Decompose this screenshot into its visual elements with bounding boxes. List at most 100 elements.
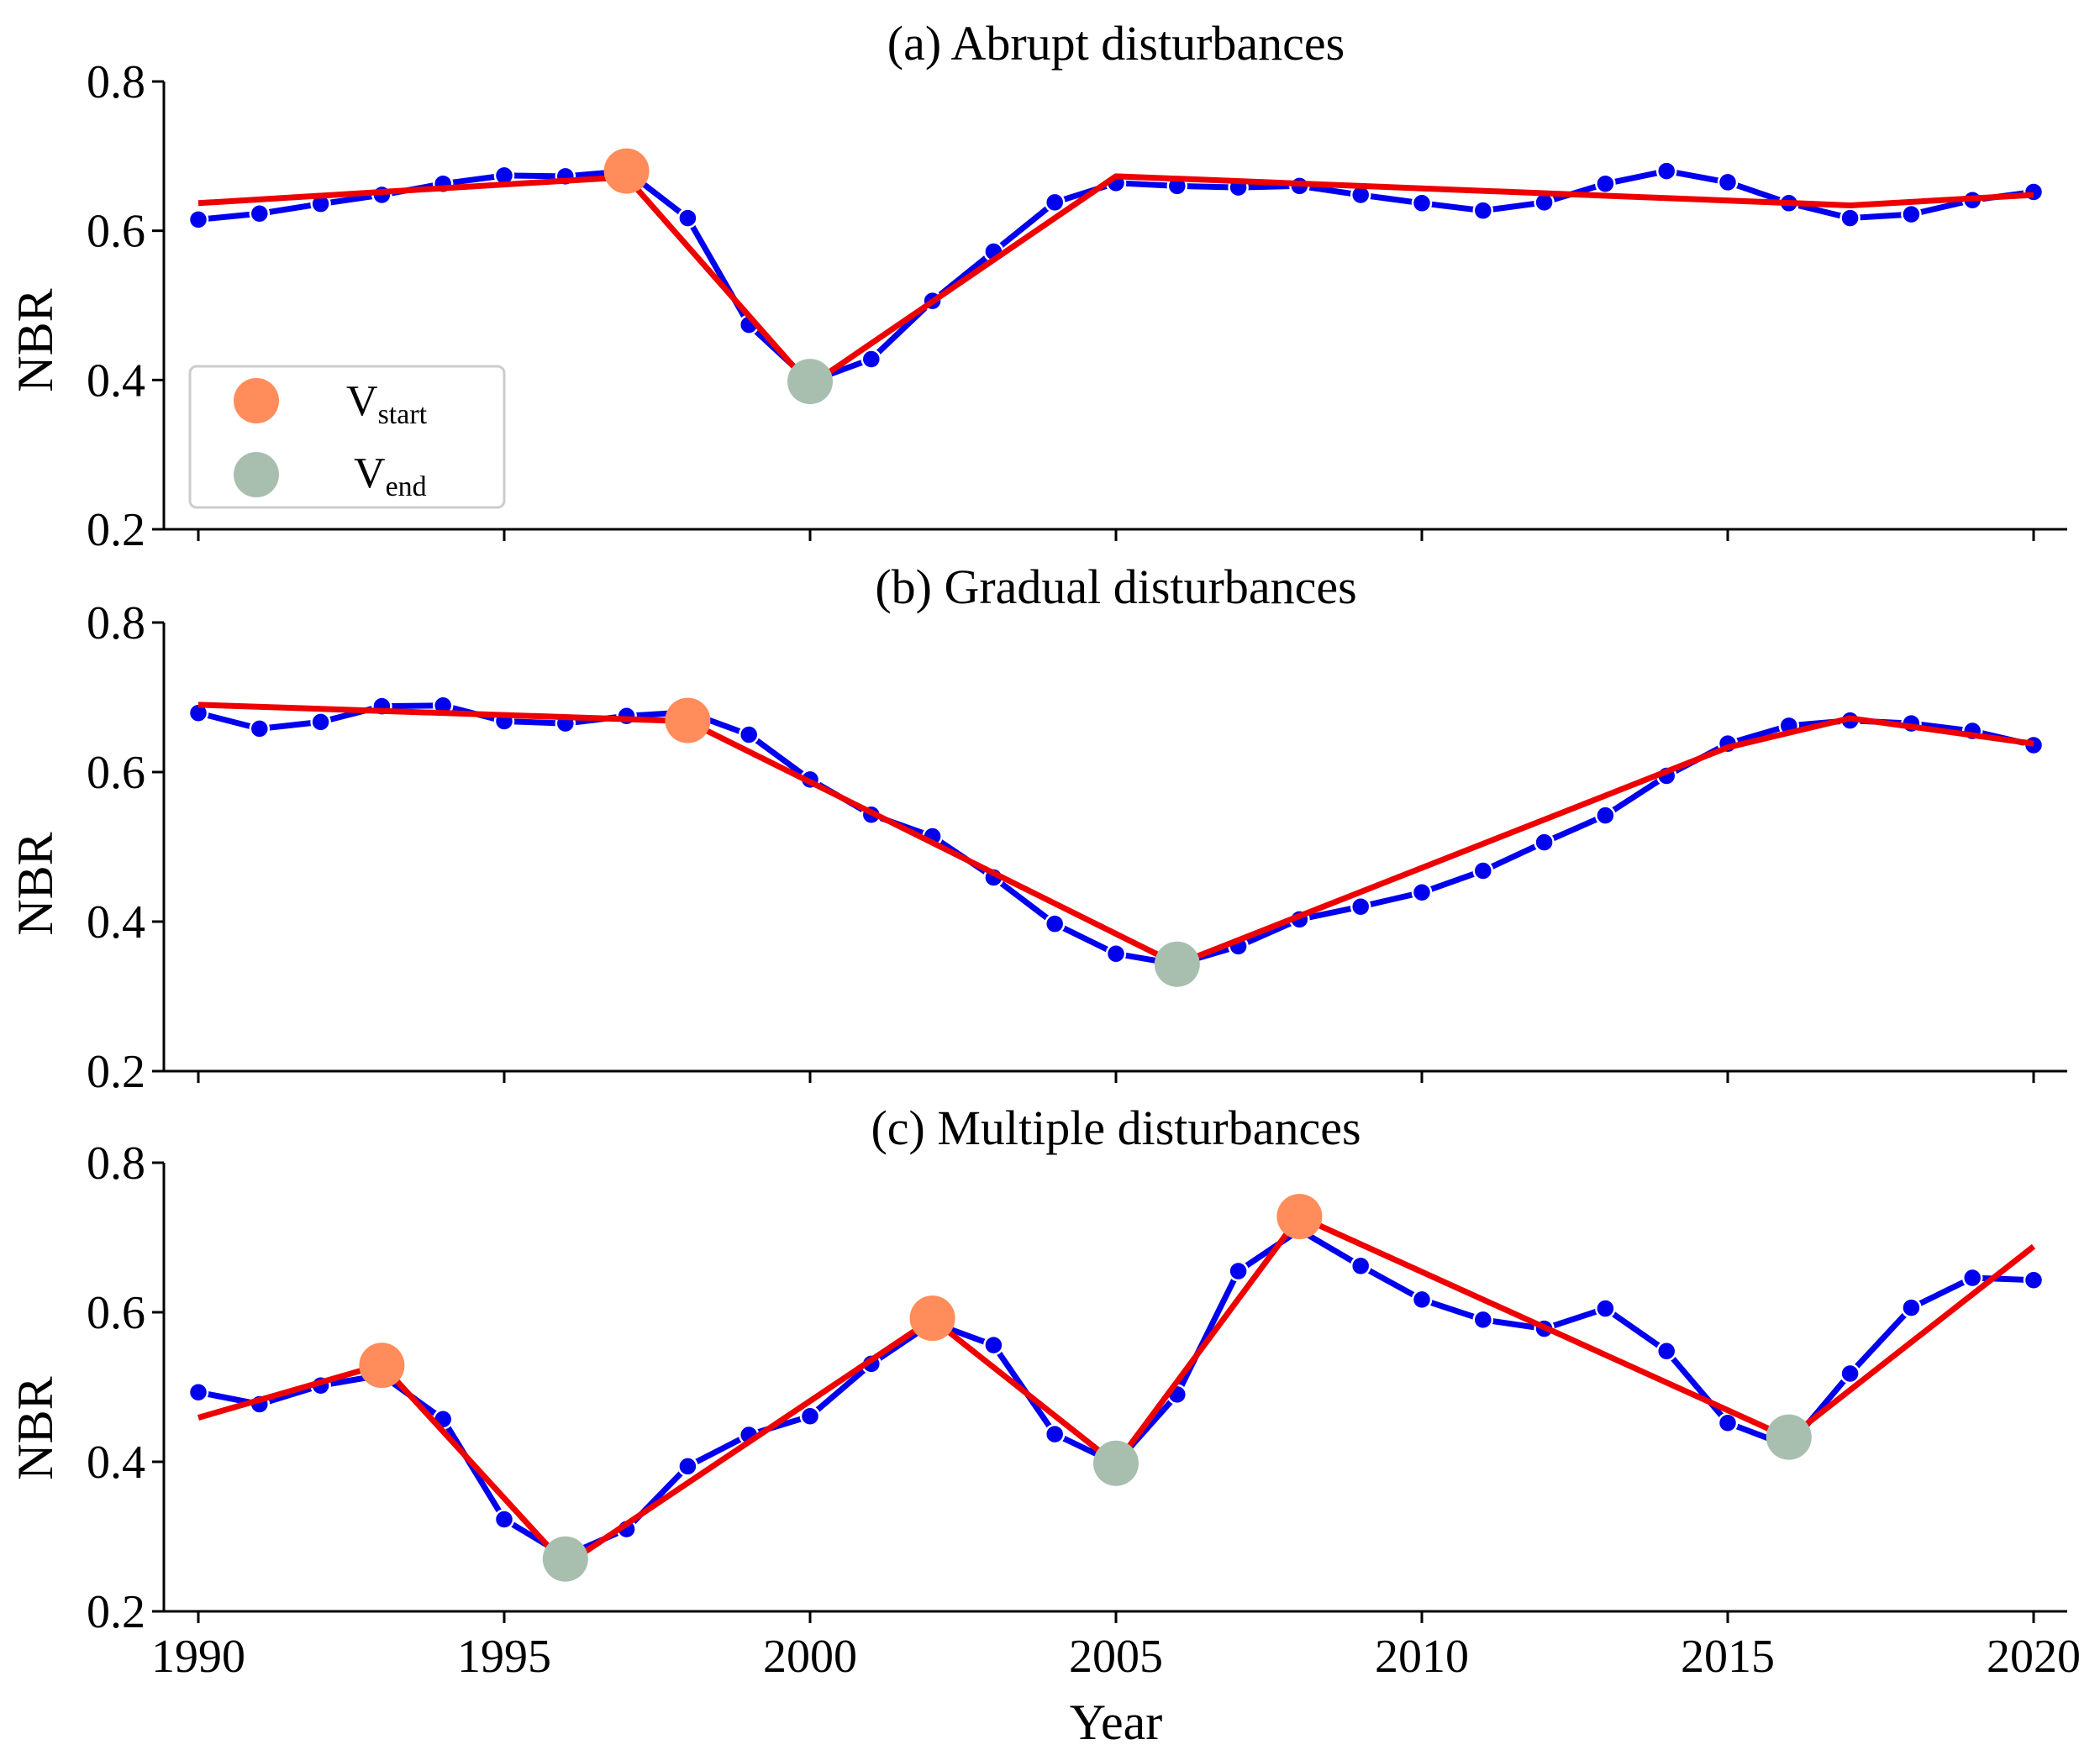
nbr-data-point bbox=[1595, 1298, 1616, 1319]
panel-b-y-tick-label: 0.6 bbox=[87, 747, 145, 799]
panel-c-axes bbox=[152, 1161, 2067, 1623]
panel-b-y-tick-label: 0.8 bbox=[87, 597, 145, 649]
nbr-data-point bbox=[1350, 1255, 1371, 1277]
nbr-data-point bbox=[1839, 1363, 1861, 1385]
legend-v-end-marker bbox=[234, 452, 279, 497]
panel-c-y-tick-label: 0.6 bbox=[87, 1287, 145, 1339]
nbr-data-point bbox=[1472, 860, 1494, 881]
panel-a-y-tick-label: 0.6 bbox=[87, 206, 145, 258]
nbr-data-point bbox=[1839, 208, 1861, 229]
nbr-data-point bbox=[1044, 192, 1066, 213]
nbr-data-point bbox=[861, 349, 882, 370]
nbr-series-line bbox=[197, 1227, 2034, 1559]
nbr-data-point bbox=[1595, 805, 1616, 826]
panel-a-y-tick-labels: 0.2 0.4 0.6 0.8 bbox=[87, 56, 145, 556]
panel-a-y-axis-label: NBR bbox=[8, 288, 63, 391]
nbr-data-point bbox=[738, 724, 760, 745]
panel-b-y-tick-label: 0.4 bbox=[87, 896, 145, 948]
nbr-data-point bbox=[1411, 1289, 1433, 1311]
nbr-data-point bbox=[677, 208, 698, 229]
legend: Vstart Vend bbox=[188, 365, 506, 509]
panel-b-gradual: (b) Gradual disturbances NBR 0.2 0.4 0.6… bbox=[8, 560, 2067, 1098]
nbr-data-point bbox=[1472, 200, 1494, 221]
nbr-data-point bbox=[1105, 943, 1127, 964]
nbr-data-point bbox=[1228, 1260, 1249, 1282]
panel-c-x-tick-labels: 1990 1995 2000 2005 2010 2015 2020 bbox=[151, 1631, 2081, 1683]
nbr-data-point bbox=[1717, 1412, 1739, 1433]
x-tick-label: 1990 bbox=[151, 1631, 245, 1683]
x-tick-label: 2005 bbox=[1069, 1631, 1163, 1683]
panel-b-axes bbox=[152, 621, 2067, 1083]
nbr-data-point bbox=[249, 718, 271, 739]
nbr-data-point bbox=[1534, 832, 1555, 853]
nbr-data-point bbox=[1472, 1309, 1494, 1331]
fitted-segment-line bbox=[197, 173, 2034, 389]
nbr-data-point bbox=[1411, 192, 1433, 214]
nbr-data-point bbox=[1350, 896, 1371, 917]
nbr-data-point bbox=[493, 1509, 515, 1530]
legend-v-end-label: Vend bbox=[354, 449, 427, 502]
x-tick-label: 2000 bbox=[763, 1631, 857, 1683]
v-start-marker bbox=[1276, 1194, 1323, 1240]
x-axis-label: Year bbox=[1070, 1695, 1163, 1750]
fitted-segment-line bbox=[197, 701, 2034, 968]
panel-b-y-tick-label: 0.2 bbox=[87, 1046, 145, 1098]
x-tick-label: 1995 bbox=[457, 1631, 551, 1683]
legend-v-start-marker bbox=[234, 378, 279, 423]
nbr-data-point bbox=[983, 1334, 1004, 1356]
nbr-data-point bbox=[1655, 1341, 1677, 1362]
panel-a-y-tick-label: 0.8 bbox=[87, 56, 145, 108]
nbr-data-point bbox=[1901, 203, 1922, 225]
panel-c-y-tick-label: 0.4 bbox=[87, 1437, 145, 1489]
nbr-data-point bbox=[1717, 171, 1739, 193]
v-end-marker bbox=[1766, 1414, 1812, 1460]
panel-b-title: (b) Gradual disturbances bbox=[875, 560, 1356, 614]
nbr-data-point bbox=[1655, 160, 1677, 181]
v-start-marker bbox=[665, 697, 711, 744]
v-start-marker bbox=[359, 1343, 405, 1389]
panel-a-y-tick-label: 0.4 bbox=[87, 355, 145, 407]
panel-a-abrupt: (a) Abrupt disturbances NBR 0.2 0.4 0.6 … bbox=[8, 16, 2067, 556]
panel-c-multiple: (c) Multiple disturbances NBR 0.2 0.4 0.… bbox=[8, 1101, 2081, 1750]
nbr-data-point bbox=[310, 712, 331, 733]
panel-c-data-marks bbox=[187, 1194, 2045, 1582]
x-tick-label: 2010 bbox=[1375, 1631, 1469, 1683]
nbr-data-point bbox=[1044, 1423, 1066, 1445]
panel-b-y-axis-label: NBR bbox=[8, 832, 63, 935]
v-end-marker bbox=[787, 359, 833, 405]
v-end-marker bbox=[542, 1536, 588, 1582]
nbr-series-line bbox=[197, 702, 2034, 968]
v-start-marker bbox=[603, 148, 650, 194]
x-tick-label: 2020 bbox=[1987, 1631, 2081, 1683]
panel-a-y-tick-label: 0.2 bbox=[87, 504, 145, 556]
nbr-data-point bbox=[1595, 173, 1616, 194]
panel-b-data-marks bbox=[187, 695, 2045, 987]
nbr-data-point bbox=[1901, 1297, 1922, 1318]
fitted-segment-line bbox=[197, 1213, 2036, 1568]
nbr-data-point bbox=[1411, 882, 1433, 903]
nbr-data-point bbox=[187, 702, 209, 723]
v-end-marker bbox=[1093, 1440, 1139, 1486]
nbr-data-point bbox=[2023, 1269, 2045, 1290]
nbr-data-point bbox=[187, 209, 209, 230]
panel-a-axes bbox=[152, 80, 2067, 541]
panel-c-y-tick-labels: 0.2 0.4 0.6 0.8 bbox=[87, 1138, 145, 1638]
panel-c-y-tick-label: 0.8 bbox=[87, 1138, 145, 1190]
v-end-marker bbox=[1154, 941, 1200, 987]
panel-b-y-tick-labels: 0.2 0.4 0.6 0.8 bbox=[87, 597, 145, 1098]
panel-c-y-tick-label: 0.2 bbox=[87, 1586, 145, 1638]
panel-a-data-marks bbox=[187, 148, 2045, 405]
x-tick-label: 2015 bbox=[1681, 1631, 1775, 1683]
panel-c-title: (c) Multiple disturbances bbox=[871, 1101, 1361, 1155]
panel-c-y-axis-label: NBR bbox=[8, 1376, 63, 1479]
nbr-data-point bbox=[1044, 913, 1066, 934]
nbr-data-point bbox=[1961, 1267, 1983, 1289]
nbr-data-point bbox=[616, 706, 637, 727]
nbr-data-point bbox=[677, 1456, 698, 1477]
nbr-data-point bbox=[187, 1381, 209, 1403]
v-start-marker bbox=[909, 1295, 955, 1342]
legend-v-start-label: Vstart bbox=[346, 377, 428, 430]
nbr-data-point bbox=[249, 202, 271, 224]
nbr-data-point bbox=[799, 1406, 821, 1427]
